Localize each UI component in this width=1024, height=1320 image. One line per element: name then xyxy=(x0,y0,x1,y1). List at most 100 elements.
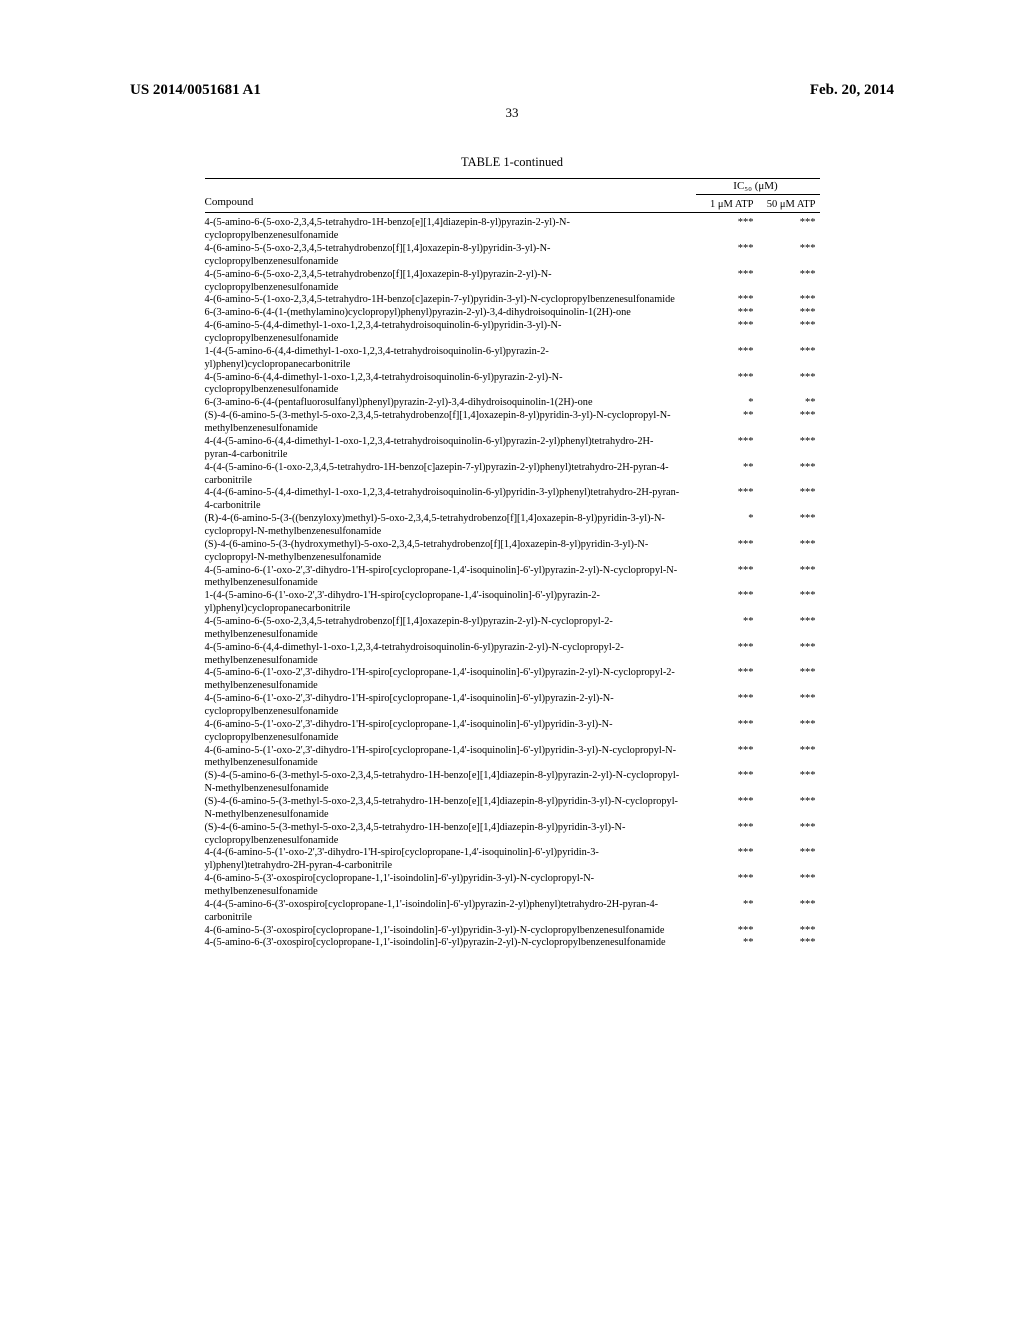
compound-name: 4-(4-(6-amino-5-(1'-oxo-2',3'-dihydro-1'… xyxy=(205,847,696,873)
ic50-50um-value: *** xyxy=(758,667,820,693)
table-row: (S)-4-(5-amino-6-(3-methyl-5-oxo-2,3,4,5… xyxy=(205,770,820,796)
compound-name: (S)-4-(6-amino-5-(3-methyl-5-oxo-2,3,4,5… xyxy=(205,822,696,848)
compound-name: (S)-4-(5-amino-6-(3-methyl-5-oxo-2,3,4,5… xyxy=(205,770,696,796)
document-header: US 2014/0051681 A1 Feb. 20, 2014 xyxy=(130,82,894,99)
compound-header: Compound xyxy=(205,195,696,213)
ic50-50um-value: *** xyxy=(758,925,820,938)
ic50-50um-value: *** xyxy=(758,693,820,719)
compound-name: 4-(6-amino-5-(4,4-dimethyl-1-oxo-1,2,3,4… xyxy=(205,320,696,346)
compound-name: 4-(5-amino-6-(5-oxo-2,3,4,5-tetrahydro-1… xyxy=(205,213,696,243)
table-caption: TABLE 1-continued xyxy=(205,155,820,170)
ic50-50um-value: *** xyxy=(758,346,820,372)
table-row: 4-(5-amino-6-(4,4-dimethyl-1-oxo-1,2,3,4… xyxy=(205,372,820,398)
table-row: 4-(5-amino-6-(4,4-dimethyl-1-oxo-1,2,3,4… xyxy=(205,642,820,668)
table-row: (S)-4-(6-amino-5-(3-(hydroxymethyl)-5-ox… xyxy=(205,539,820,565)
ic50-50um-value: *** xyxy=(758,410,820,436)
compound-name: 4-(6-amino-5-(1'-oxo-2',3'-dihydro-1'H-s… xyxy=(205,745,696,771)
compound-name: 4-(5-amino-6-(1'-oxo-2',3'-dihydro-1'H-s… xyxy=(205,667,696,693)
ic50-1um-value: *** xyxy=(696,565,758,591)
ic50-50um-value: *** xyxy=(758,796,820,822)
compound-name: 4-(5-amino-6-(1'-oxo-2',3'-dihydro-1'H-s… xyxy=(205,693,696,719)
ic50-50um-value: *** xyxy=(758,565,820,591)
ic50-1um-value: * xyxy=(696,397,758,410)
ic50-1um-value: *** xyxy=(696,307,758,320)
compound-name: 4-(4-(5-amino-6-(4,4-dimethyl-1-oxo-1,2,… xyxy=(205,436,696,462)
compound-name: (R)-4-(6-amino-5-(3-((benzyloxy)methyl)-… xyxy=(205,513,696,539)
patent-number: US 2014/0051681 A1 xyxy=(130,82,261,99)
compound-name: (S)-4-(6-amino-5-(3-(hydroxymethyl)-5-ox… xyxy=(205,539,696,565)
table-row: 4-(5-amino-6-(1'-oxo-2',3'-dihydro-1'H-s… xyxy=(205,565,820,591)
ic50-1um-value: *** xyxy=(696,213,758,243)
ic50-1um-value: *** xyxy=(696,372,758,398)
ic50-1um-value: *** xyxy=(696,436,758,462)
table-row: 4-(5-amino-6-(5-oxo-2,3,4,5-tetrahydrobe… xyxy=(205,269,820,295)
compound-name: (S)-4-(6-amino-5-(3-methyl-5-oxo-2,3,4,5… xyxy=(205,410,696,436)
ic50-50um-value: *** xyxy=(758,719,820,745)
table-row: 4-(4-(6-amino-5-(4,4-dimethyl-1-oxo-1,2,… xyxy=(205,487,820,513)
ic50-1um-value: ** xyxy=(696,410,758,436)
ic50-50um-value: *** xyxy=(758,590,820,616)
table-row: 4-(5-amino-6-(3'-oxospiro[cyclopropane-1… xyxy=(205,937,820,950)
ic50-50um-value: ** xyxy=(758,397,820,410)
table-row: 4-(5-amino-6-(5-oxo-2,3,4,5-tetrahydro-1… xyxy=(205,213,820,243)
ic50-50um-value: *** xyxy=(758,770,820,796)
table-row: (R)-4-(6-amino-5-(3-((benzyloxy)methyl)-… xyxy=(205,513,820,539)
ic50-1um-value: *** xyxy=(696,693,758,719)
ic50-1um-value: *** xyxy=(696,294,758,307)
ic50-50um-value: *** xyxy=(758,213,820,243)
col-50um-header: 50 μM ATP xyxy=(758,195,820,213)
table-row: 6-(3-amino-6-(4-(pentafluorosulfanyl)phe… xyxy=(205,397,820,410)
ic50-1um-value: ** xyxy=(696,616,758,642)
compound-name: 4-(4-(6-amino-5-(4,4-dimethyl-1-oxo-1,2,… xyxy=(205,487,696,513)
compound-name: 4-(5-amino-6-(1'-oxo-2',3'-dihydro-1'H-s… xyxy=(205,565,696,591)
table-row: (S)-4-(6-amino-5-(3-methyl-5-oxo-2,3,4,5… xyxy=(205,410,820,436)
ic50-50um-value: *** xyxy=(758,462,820,488)
ic50-1um-value: *** xyxy=(696,796,758,822)
ic50-1um-value: *** xyxy=(696,925,758,938)
ic50-1um-value: ** xyxy=(696,462,758,488)
compound-name: 4-(5-amino-6-(4,4-dimethyl-1-oxo-1,2,3,4… xyxy=(205,642,696,668)
ic50-1um-value: *** xyxy=(696,269,758,295)
compound-name: 4-(4-(5-amino-6-(3'-oxospiro[cyclopropan… xyxy=(205,899,696,925)
table-row: 4-(4-(6-amino-5-(1'-oxo-2',3'-dihydro-1'… xyxy=(205,847,820,873)
ic50-50um-value: *** xyxy=(758,873,820,899)
ic50-1um-value: *** xyxy=(696,642,758,668)
ic50-1um-value: *** xyxy=(696,243,758,269)
compound-name: 1-(4-(5-amino-6-(1'-oxo-2',3'-dihydro-1'… xyxy=(205,590,696,616)
table-row: 4-(6-amino-5-(3'-oxospiro[cyclopropane-1… xyxy=(205,873,820,899)
ic50-1um-value: *** xyxy=(696,719,758,745)
compound-name: 4-(6-amino-5-(5-oxo-2,3,4,5-tetrahydrobe… xyxy=(205,243,696,269)
compound-name: 4-(6-amino-5-(3'-oxospiro[cyclopropane-1… xyxy=(205,873,696,899)
compound-name: 6-(3-amino-6-(4-(1-(methylamino)cyclopro… xyxy=(205,307,696,320)
ic50-1um-value: *** xyxy=(696,822,758,848)
compound-name: 4-(5-amino-6-(5-oxo-2,3,4,5-tetrahydrobe… xyxy=(205,269,696,295)
table-1: TABLE 1-continued IC₅₀ (μM) Compound 1 μ… xyxy=(205,155,820,950)
page-number: 33 xyxy=(130,105,894,121)
table-row: 4-(6-amino-5-(1-oxo-2,3,4,5-tetrahydro-1… xyxy=(205,294,820,307)
table-row: 1-(4-(5-amino-6-(1'-oxo-2',3'-dihydro-1'… xyxy=(205,590,820,616)
compound-name: 4-(6-amino-5-(1-oxo-2,3,4,5-tetrahydro-1… xyxy=(205,294,696,307)
table-row: (S)-4-(6-amino-5-(3-methyl-5-oxo-2,3,4,5… xyxy=(205,796,820,822)
compound-name: 4-(5-amino-6-(5-oxo-2,3,4,5-tetrahydrobe… xyxy=(205,616,696,642)
ic50-1um-value: *** xyxy=(696,847,758,873)
ic50-50um-value: *** xyxy=(758,745,820,771)
table-row: 4-(5-amino-6-(1'-oxo-2',3'-dihydro-1'H-s… xyxy=(205,693,820,719)
ic50-50um-value: *** xyxy=(758,294,820,307)
ic50-1um-value: ** xyxy=(696,899,758,925)
table-row: 4-(4-(5-amino-6-(1-oxo-2,3,4,5-tetrahydr… xyxy=(205,462,820,488)
ic50-50um-value: *** xyxy=(758,899,820,925)
page-content: US 2014/0051681 A1 Feb. 20, 2014 33 TABL… xyxy=(130,82,894,950)
ic50-1um-value: *** xyxy=(696,770,758,796)
compound-name: (S)-4-(6-amino-5-(3-methyl-5-oxo-2,3,4,5… xyxy=(205,796,696,822)
ic50-50um-value: *** xyxy=(758,372,820,398)
publication-date: Feb. 20, 2014 xyxy=(810,82,894,99)
table-row: 4-(4-(5-amino-6-(4,4-dimethyl-1-oxo-1,2,… xyxy=(205,436,820,462)
table-row: 4-(4-(5-amino-6-(3'-oxospiro[cyclopropan… xyxy=(205,899,820,925)
ic50-50um-value: *** xyxy=(758,847,820,873)
compound-name: 4-(4-(5-amino-6-(1-oxo-2,3,4,5-tetrahydr… xyxy=(205,462,696,488)
col-1um-header: 1 μM ATP xyxy=(696,195,758,213)
table-row: 1-(4-(5-amino-6-(4,4-dimethyl-1-oxo-1,2,… xyxy=(205,346,820,372)
ic50-1um-value: *** xyxy=(696,539,758,565)
ic50-50um-value: *** xyxy=(758,513,820,539)
ic50-1um-value: *** xyxy=(696,590,758,616)
